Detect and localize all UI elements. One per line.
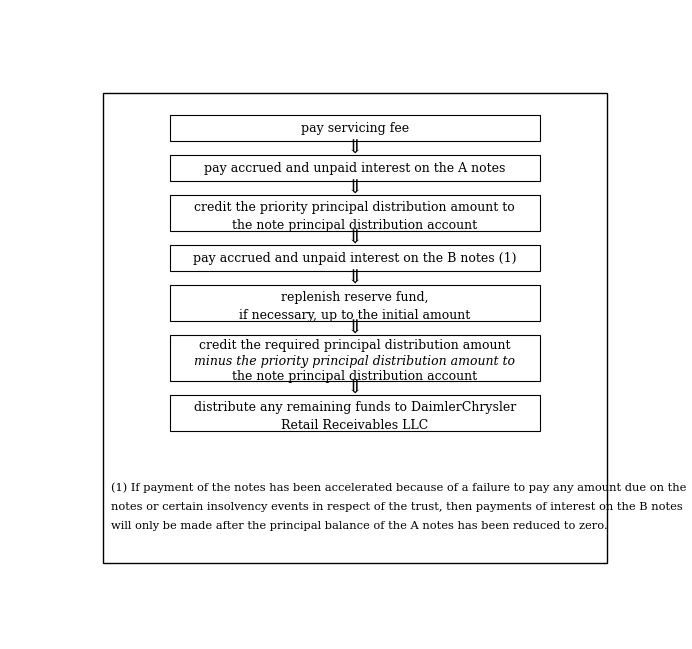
Text: ⇓: ⇓	[347, 269, 363, 288]
Text: credit the required principal distribution amount: credit the required principal distributi…	[199, 339, 511, 352]
Text: replenish reserve fund,: replenish reserve fund,	[281, 291, 428, 304]
Text: credit the priority principal distribution amount to: credit the priority principal distributi…	[194, 201, 515, 214]
Text: pay accrued and unpaid interest on the A notes: pay accrued and unpaid interest on the A…	[204, 162, 505, 175]
Bar	[170, 395, 540, 431]
Text: ⇓: ⇓	[347, 140, 363, 157]
Text: the note principal distribution account: the note principal distribution account	[232, 370, 477, 383]
Text: if necessary, up to the initial amount: if necessary, up to the initial amount	[239, 310, 471, 323]
Text: the note principal distribution account: the note principal distribution account	[232, 219, 477, 232]
Bar	[170, 336, 540, 381]
Text: pay accrued and unpaid interest on the B notes (1): pay accrued and unpaid interest on the B…	[193, 252, 516, 265]
Text: (1) If payment of the notes has been accelerated because of a failure to pay any: (1) If payment of the notes has been acc…	[111, 483, 686, 493]
Bar	[170, 116, 540, 141]
Text: Retail Receivables LLC: Retail Receivables LLC	[281, 419, 428, 432]
Text: ⇓: ⇓	[347, 179, 363, 197]
Bar	[170, 195, 540, 231]
Bar	[170, 245, 540, 271]
Bar	[170, 155, 540, 181]
Text: ⇓: ⇓	[347, 229, 363, 247]
Text: ⇓: ⇓	[347, 319, 363, 337]
Text: ⇓: ⇓	[347, 379, 363, 397]
Text: minus the priority principal distribution amount to: minus the priority principal distributio…	[194, 355, 515, 368]
Text: pay servicing fee: pay servicing fee	[300, 122, 409, 135]
Text: will only be made after the principal balance of the A notes has been reduced to: will only be made after the principal ba…	[111, 520, 608, 531]
Bar	[170, 286, 540, 321]
Text: notes or certain insolvency events in respect of the trust, then payments of int: notes or certain insolvency events in re…	[111, 502, 682, 511]
Text: distribute any remaining funds to DaimlerChrysler: distribute any remaining funds to Daimle…	[194, 401, 516, 414]
